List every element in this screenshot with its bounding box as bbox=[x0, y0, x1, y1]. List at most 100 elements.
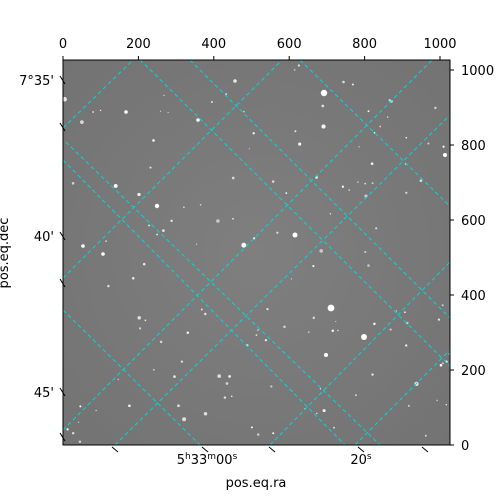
star bbox=[270, 385, 273, 388]
dec-tick-label: 45' bbox=[34, 386, 54, 401]
star bbox=[312, 265, 315, 268]
star bbox=[387, 116, 389, 118]
star bbox=[276, 231, 279, 234]
star bbox=[370, 162, 374, 165]
star bbox=[445, 404, 448, 406]
star bbox=[231, 176, 235, 180]
star bbox=[241, 242, 247, 248]
star bbox=[308, 331, 310, 333]
bright-star bbox=[81, 244, 85, 248]
star bbox=[113, 183, 118, 188]
y-tick-label: 0 bbox=[461, 439, 469, 454]
star bbox=[255, 334, 258, 336]
star bbox=[95, 409, 97, 412]
star bbox=[354, 394, 357, 397]
dec-tick-label: 7°35' bbox=[19, 74, 54, 89]
star bbox=[419, 179, 423, 183]
star bbox=[137, 192, 141, 197]
star bbox=[375, 227, 378, 230]
star bbox=[342, 80, 345, 84]
ra-tick-label: 5h33m00s bbox=[177, 452, 238, 468]
star bbox=[337, 329, 339, 332]
x-tick-label: 800 bbox=[352, 37, 377, 52]
grid-line bbox=[189, 60, 450, 319]
star bbox=[131, 277, 135, 280]
star-field bbox=[63, 64, 450, 443]
y-axis-title: pos.eq.dec bbox=[0, 218, 12, 289]
grid-line bbox=[114, 114, 450, 445]
star bbox=[170, 219, 173, 223]
star bbox=[233, 79, 237, 83]
star bbox=[180, 360, 183, 363]
grid-line bbox=[354, 349, 450, 445]
star bbox=[128, 404, 131, 408]
star bbox=[78, 440, 82, 443]
star bbox=[92, 111, 94, 113]
star bbox=[298, 142, 302, 146]
y-tick-label: 200 bbox=[461, 364, 486, 379]
bright-star bbox=[196, 118, 200, 122]
star bbox=[285, 192, 288, 195]
star bbox=[271, 180, 275, 183]
bright-star bbox=[361, 334, 367, 340]
star bbox=[163, 94, 165, 97]
star bbox=[186, 331, 190, 334]
star bbox=[199, 204, 202, 206]
x-tick-label: 0 bbox=[59, 37, 67, 52]
bright-star bbox=[101, 252, 105, 256]
star bbox=[257, 433, 260, 436]
star bbox=[182, 417, 187, 422]
star bbox=[177, 404, 180, 408]
bright-star bbox=[443, 153, 447, 157]
x-tick-label: 200 bbox=[126, 37, 151, 52]
star bbox=[105, 240, 107, 242]
star bbox=[225, 382, 229, 385]
star bbox=[138, 327, 142, 330]
star bbox=[364, 250, 367, 254]
star bbox=[137, 316, 141, 320]
star bbox=[319, 388, 322, 390]
star bbox=[200, 308, 203, 311]
star bbox=[335, 320, 337, 323]
star bbox=[182, 206, 185, 209]
star bbox=[99, 109, 102, 112]
star bbox=[80, 120, 84, 124]
star bbox=[152, 368, 155, 371]
dec-tick-label: 40' bbox=[34, 230, 54, 245]
star bbox=[144, 319, 147, 322]
star bbox=[367, 264, 370, 267]
star bbox=[442, 362, 444, 365]
star bbox=[436, 399, 438, 402]
star bbox=[405, 136, 408, 139]
star bbox=[243, 110, 245, 113]
star bbox=[216, 219, 220, 223]
image-frame bbox=[62, 59, 451, 446]
star bbox=[203, 411, 208, 416]
star bbox=[228, 375, 231, 378]
star bbox=[441, 304, 444, 307]
dec-axis: 7°35' 40' 45' bbox=[19, 74, 66, 442]
star bbox=[283, 325, 286, 329]
star bbox=[367, 110, 370, 113]
bright-star bbox=[320, 89, 328, 97]
x-tick-label: 600 bbox=[277, 37, 302, 52]
star bbox=[373, 322, 376, 326]
star bbox=[321, 124, 326, 129]
star bbox=[173, 375, 176, 378]
grid-line bbox=[63, 159, 346, 445]
grid-line bbox=[63, 60, 134, 129]
star bbox=[371, 182, 374, 185]
star bbox=[364, 182, 367, 185]
star bbox=[217, 374, 222, 378]
star bbox=[117, 378, 119, 380]
star bbox=[322, 409, 326, 413]
star bbox=[371, 373, 374, 376]
star bbox=[167, 111, 169, 114]
bright-star bbox=[292, 232, 298, 238]
star bbox=[232, 217, 234, 220]
star bbox=[379, 125, 382, 128]
star bbox=[294, 130, 297, 133]
sky-image bbox=[62, 59, 451, 446]
bright-star bbox=[324, 353, 328, 357]
y-tick-label: 600 bbox=[461, 214, 486, 229]
